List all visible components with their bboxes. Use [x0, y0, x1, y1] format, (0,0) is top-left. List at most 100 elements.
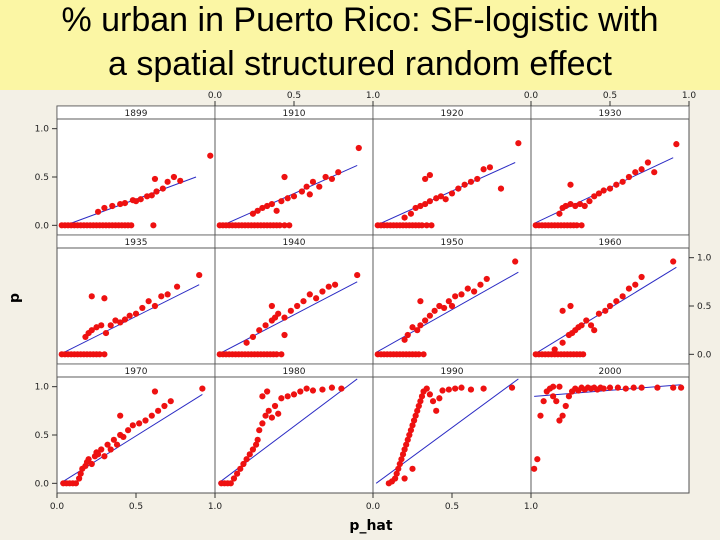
data-point [354, 271, 361, 279]
data-point [150, 222, 157, 229]
data-point [249, 333, 257, 341]
data-point [303, 385, 310, 392]
data-point [393, 470, 400, 477]
data-point [252, 441, 260, 448]
panel-year-label: 1910 [283, 109, 306, 119]
data-point [88, 327, 95, 334]
data-point [265, 407, 272, 414]
data-point [508, 384, 516, 391]
data-point [268, 302, 275, 310]
panel-year-label: 1960 [599, 238, 622, 248]
data-point [614, 384, 622, 391]
data-point [638, 166, 645, 173]
data-point [227, 480, 234, 487]
data-point [480, 385, 487, 392]
data-point [396, 460, 403, 468]
data-point [515, 140, 522, 147]
data-point [328, 384, 336, 391]
data-point [161, 402, 168, 410]
data-point [654, 384, 661, 391]
data-point [670, 384, 677, 391]
data-point [153, 188, 160, 195]
data-point [587, 322, 595, 329]
data-point [606, 384, 614, 391]
data-point [207, 152, 214, 159]
data-point [262, 412, 269, 419]
data-point [406, 431, 413, 439]
data-point [98, 322, 105, 329]
data-point [319, 288, 326, 295]
x-tick-label: 0.5 [603, 91, 617, 101]
data-point [600, 187, 607, 194]
data-point [576, 200, 584, 208]
data-point [431, 307, 438, 314]
data-point [595, 310, 603, 317]
data-point [417, 322, 424, 329]
panel-year-label: 1920 [441, 109, 464, 119]
data-point [287, 307, 294, 314]
data-point [298, 188, 305, 195]
data-point [276, 222, 283, 229]
data-point [551, 346, 558, 353]
data-point [230, 475, 238, 482]
data-point [606, 302, 614, 310]
data-point [246, 451, 253, 458]
y-tick-label: 1.0 [35, 383, 50, 393]
data-point [237, 465, 244, 472]
panel-year-label: 1930 [599, 109, 622, 119]
data-point [120, 433, 127, 441]
data-point [537, 412, 544, 419]
data-point [240, 460, 247, 468]
data-point [556, 417, 563, 424]
data-point [273, 351, 280, 358]
data-point [72, 480, 80, 487]
data-point [423, 385, 430, 392]
data-point [125, 427, 132, 434]
data-point [458, 291, 465, 298]
data-point [399, 451, 407, 458]
data-point [439, 387, 446, 394]
data-point [137, 196, 144, 203]
data-point [442, 196, 449, 203]
x-tick-label: 1.0 [208, 502, 223, 512]
data-point [278, 198, 285, 205]
data-point [325, 283, 332, 290]
panel-year-label: 1935 [125, 238, 148, 248]
data-point [426, 391, 433, 398]
data-point [436, 302, 443, 310]
data-point [409, 465, 416, 472]
data-point [573, 222, 580, 229]
data-point [139, 304, 146, 312]
data-point [540, 398, 547, 405]
data-point [415, 351, 422, 358]
data-point [268, 414, 275, 421]
data-point [281, 222, 288, 229]
data-point [550, 383, 557, 390]
data-point [335, 169, 342, 176]
data-point [76, 475, 83, 482]
data-point [88, 460, 95, 468]
data-point [398, 456, 405, 463]
panel-year-label: 1950 [441, 238, 464, 248]
data-point [322, 173, 329, 181]
panel-year-label: 1980 [283, 367, 306, 377]
data-point [644, 159, 652, 166]
data-point [331, 281, 339, 288]
data-point [151, 302, 159, 310]
data-point [464, 285, 471, 292]
data-point [254, 436, 261, 443]
data-point [148, 192, 155, 199]
data-point [531, 465, 538, 472]
data-point [455, 185, 462, 192]
data-point [550, 393, 557, 400]
data-point [164, 178, 171, 185]
data-point [445, 386, 452, 393]
data-point [426, 198, 433, 205]
data-point [121, 200, 129, 207]
data-point [572, 202, 579, 210]
data-point [422, 200, 429, 208]
data-point [578, 222, 585, 229]
data-point [264, 202, 271, 210]
data-point [101, 351, 108, 358]
x-axis-label: p_hat [349, 518, 392, 534]
